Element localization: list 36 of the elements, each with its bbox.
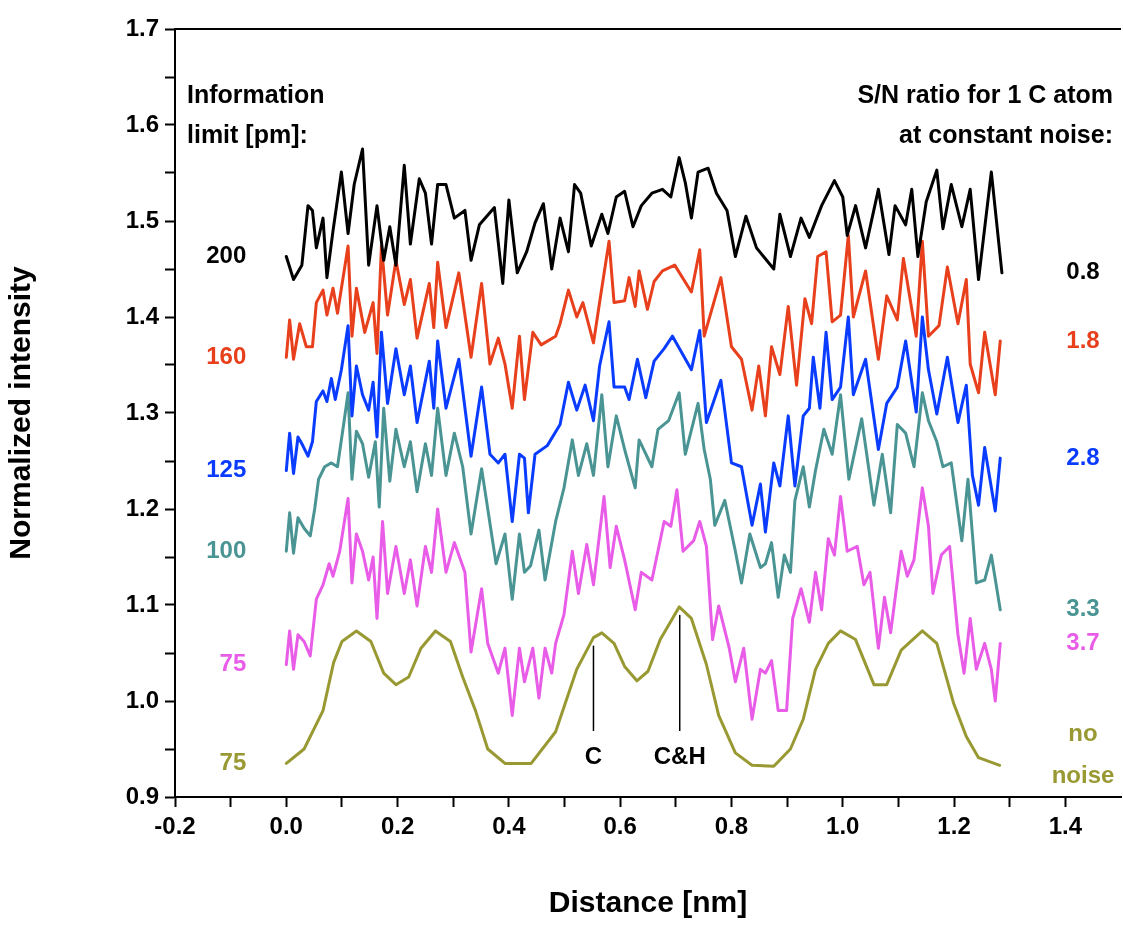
x-tick-label: 0.2 xyxy=(380,812,415,840)
y-tick-label: 1.4 xyxy=(125,301,160,329)
y-tick-label: 1.3 xyxy=(125,397,159,425)
y-tick-label: 1.5 xyxy=(125,205,159,233)
annotation: 1.8 xyxy=(1066,325,1100,353)
series-label: 125 xyxy=(206,455,247,483)
annotation: 3.7 xyxy=(1066,628,1100,656)
x-tick-label: 1.0 xyxy=(826,812,860,840)
series-label: 100 xyxy=(206,535,247,563)
x-tick-label: 1.2 xyxy=(937,812,971,840)
annotation: 2.8 xyxy=(1066,442,1100,470)
annotation: C xyxy=(584,741,603,769)
y-tick-label: 0.9 xyxy=(125,781,159,809)
x-tick-label: 0.6 xyxy=(603,812,637,840)
y-tick-label: 1.2 xyxy=(125,493,159,521)
annotation: C&H xyxy=(653,741,706,769)
x-tick-label: 1.4 xyxy=(1048,812,1083,840)
x-tick-label: 0.4 xyxy=(492,812,527,840)
annotation: 0.8 xyxy=(1066,257,1100,285)
y-tick-label: 1.7 xyxy=(125,13,159,41)
y-tick-label: 1.6 xyxy=(125,109,159,137)
series-label: 200 xyxy=(206,241,247,269)
x-axis-title: Distance [nm] xyxy=(548,885,748,919)
annotation: S/N ratio for 1 C atom at constant noise: xyxy=(857,80,1113,149)
y-tick-label: 1.0 xyxy=(125,685,159,713)
annotation: Information limit [pm]: xyxy=(187,80,325,149)
series-label: 75 xyxy=(219,649,247,677)
series-label: 75 xyxy=(219,748,247,776)
y-tick-label: 1.1 xyxy=(125,589,159,617)
annotation: 3.3 xyxy=(1066,594,1100,622)
x-tick-label: 0.8 xyxy=(714,812,749,840)
x-tick-label: -0.2 xyxy=(154,812,196,840)
annotation: no noise xyxy=(1051,718,1115,788)
series-label: 160 xyxy=(206,341,247,369)
y-axis-title: Normalized intensity xyxy=(3,265,37,560)
x-tick-label: 0.0 xyxy=(269,812,303,840)
